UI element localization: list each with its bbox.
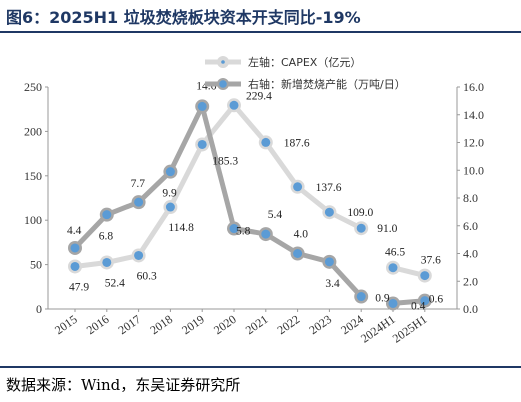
right-axis-tick-label: 0.0 [463,302,478,316]
data-label-capacity: 9.9 [162,188,177,200]
data-point-capacity [68,240,82,255]
source-rule [0,366,521,368]
data-label-capex: 37.6 [421,255,441,267]
data-label-capex: 187.6 [284,137,310,149]
x-axis-tick-label: 2022 [275,312,303,337]
right-axis-tick-label: 16.0 [463,80,484,94]
legend-swatch-dot [221,60,225,64]
data-label-capex: 229.4 [246,90,272,102]
data-point-capex [227,98,241,113]
data-point-capacity [386,296,400,311]
legend-item-capacity: 右轴：新增焚烧产能（万吨/日） [205,77,406,91]
figure-title: 图6：2025H1 垃圾焚烧板块资本开支同比-19% [6,8,361,27]
data-label-capex: 47.9 [69,281,89,293]
data-point-capacity [227,221,241,236]
series-lines [73,102,426,306]
data-point-capacity [290,246,305,261]
data-label-capex: 109.0 [347,207,373,219]
legend-label: 左轴：CAPEX（亿元） [248,55,361,69]
data-label-capacity: 4.0 [294,229,309,241]
data-point-capacity [258,227,273,242]
data-label-capacity: 7.7 [131,178,146,190]
data-label-capex: 46.5 [385,247,405,259]
data-point-capex [354,221,369,236]
x-axis-tick-label: 2025H1 [390,312,430,346]
data-labels: 47.9 52.4 60.3 114.8 185.3 229.4 187.6 137.6 109… [67,80,443,312]
data-label-capex: 91.0 [377,223,397,235]
data-point-capacity [354,289,369,304]
data-point-capex [417,268,432,283]
left-axis-tick-label: 200 [24,124,42,138]
data-point-capacity [163,164,178,179]
data-label-capacity: 3.4 [325,278,340,290]
data-label-capex: 185.3 [212,155,238,167]
data-label-capacity: 6.8 [99,231,114,243]
data-point-capex [386,260,400,275]
right-axis-tick-label: 2.0 [463,274,478,288]
source-note: 数据来源：Wind，东吴证券研究所 [6,376,241,394]
x-axis-tick-label: 2019 [179,312,207,337]
chart-legend: 左轴：CAPEX（亿元） 右轴：新增焚烧产能（万吨/日） [205,55,406,91]
left-axis-tick-label: 250 [24,80,42,94]
left-axis-tick-label: 150 [24,169,42,183]
data-point-capex [322,205,337,220]
series-line-capex [74,102,363,269]
legend-item-capex: 左轴：CAPEX（亿元） [205,55,361,69]
x-axis-tick-label: 2015 [52,312,80,337]
right-axis-tick-label: 4.0 [463,247,478,261]
right-axis-tick-label: 14.0 [463,108,484,122]
data-point-capacity [417,293,432,308]
series-points [68,98,432,311]
right-axis-tick-label: 10.0 [463,163,484,177]
data-label-capex: 60.3 [137,270,157,282]
data-label-capex: 114.8 [168,222,194,234]
left-axis-tick-label: 50 [30,258,42,272]
right-axis-tick-label: 12.0 [463,136,484,150]
right-axis-tick-label: 8.0 [463,191,478,205]
right-axis-tick-label: 6.0 [463,219,478,233]
data-label-capacity: 5.8 [236,226,251,238]
x-axis-tick-label: 2017 [116,312,144,337]
x-axis-tick-label: 2021 [243,312,271,337]
data-point-capacity [322,254,337,269]
data-point-capacity [131,195,146,210]
data-label-capacity: 5.4 [268,209,283,221]
data-point-capex [195,137,210,152]
data-label-capacity: 0.6 [429,294,444,306]
x-axis-tick-label: 2016 [84,312,112,337]
legend-swatch-dot [219,80,227,88]
data-label-capacity: 0.4 [411,300,426,312]
x-axis-tick-label: 2024H1 [358,312,398,346]
left-axis-tick-label: 100 [24,213,42,227]
data-label-capacity: 0.9 [375,293,390,305]
data-point-capex [290,179,305,194]
data-point-capex [68,259,82,274]
data-label-capex: 52.4 [105,277,125,289]
data-point-capex [131,248,146,263]
data-point-capacity [99,207,114,222]
x-axis-tick-label: 2020 [211,312,239,337]
data-point-capex [163,200,178,215]
data-point-capacity [195,99,210,114]
x-axis-tick-label: 2023 [306,312,334,337]
x-axis-tick-label: 2018 [147,312,175,337]
title-rule [0,31,521,33]
data-label-capacity: 4.4 [67,225,82,237]
series-line-capacity [73,103,364,299]
legend-label: 右轴：新增焚烧产能（万吨/日） [248,77,406,91]
data-point-capex [99,255,114,270]
data-point-capex [258,135,273,150]
left-axis-tick-label: 0 [36,302,42,316]
data-label-capex: 137.6 [316,182,342,194]
